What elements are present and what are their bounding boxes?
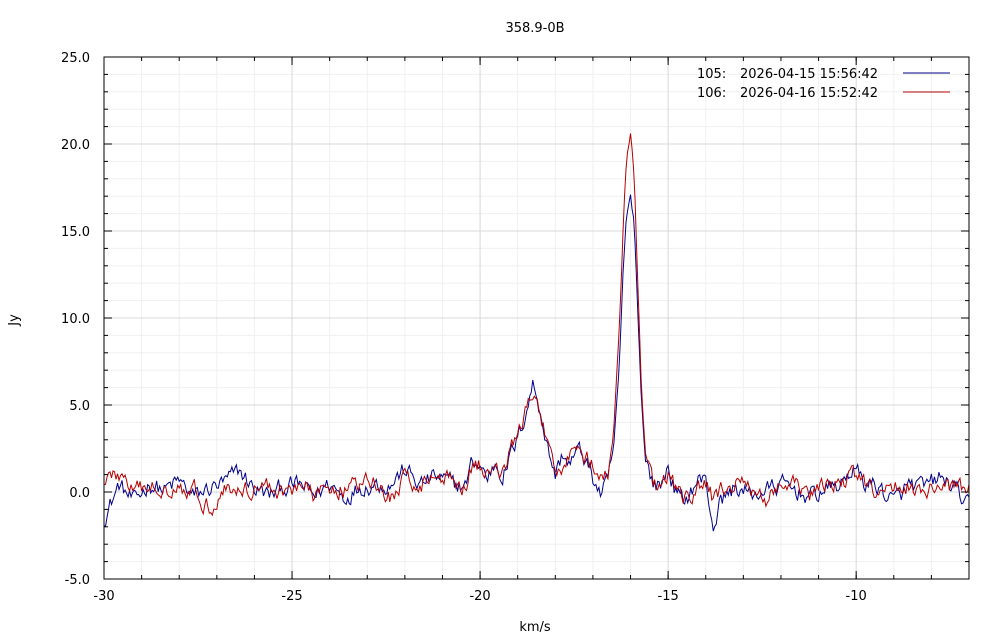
y-tick-label: 25.0 bbox=[61, 51, 90, 66]
series-layer bbox=[103, 133, 970, 532]
legend: 105: 2026-04-15 15:56:42 106: 2026-04-16 15… bbox=[697, 67, 950, 101]
y-axis-label: Jy bbox=[7, 314, 22, 327]
ticks bbox=[103, 56, 970, 580]
y-tick-label: 5.0 bbox=[69, 399, 90, 414]
legend-label-105: 2026-04-15 15:56:42 bbox=[740, 67, 878, 82]
chart-title: 358.9-0B bbox=[505, 21, 564, 36]
x-tick-label: -15 bbox=[658, 589, 679, 604]
x-tick-label: -10 bbox=[846, 589, 867, 604]
y-tick-label: -5.0 bbox=[65, 573, 90, 588]
y-tick-label: 15.0 bbox=[61, 225, 90, 240]
y-tick-label: 20.0 bbox=[61, 138, 90, 153]
grid bbox=[103, 56, 970, 580]
legend-label-106: 2026-04-16 15:52:42 bbox=[740, 86, 878, 101]
y-tick-label: 10.0 bbox=[61, 312, 90, 327]
x-axis-label: km/s bbox=[519, 620, 551, 635]
legend-id-106: 106: bbox=[697, 86, 726, 101]
x-tick-label: -20 bbox=[469, 589, 490, 604]
tick-labels: -30 -25 -20 -15 -10 -5.0 0.0 5.0 10.0 15.0 20.0 25.… bbox=[61, 51, 867, 604]
legend-id-105: 105: bbox=[697, 67, 726, 82]
series-line-106 bbox=[103, 133, 970, 517]
y-tick-label: 0.0 bbox=[69, 486, 90, 501]
x-tick-label: -30 bbox=[93, 589, 114, 604]
x-tick-label: -25 bbox=[281, 589, 302, 604]
